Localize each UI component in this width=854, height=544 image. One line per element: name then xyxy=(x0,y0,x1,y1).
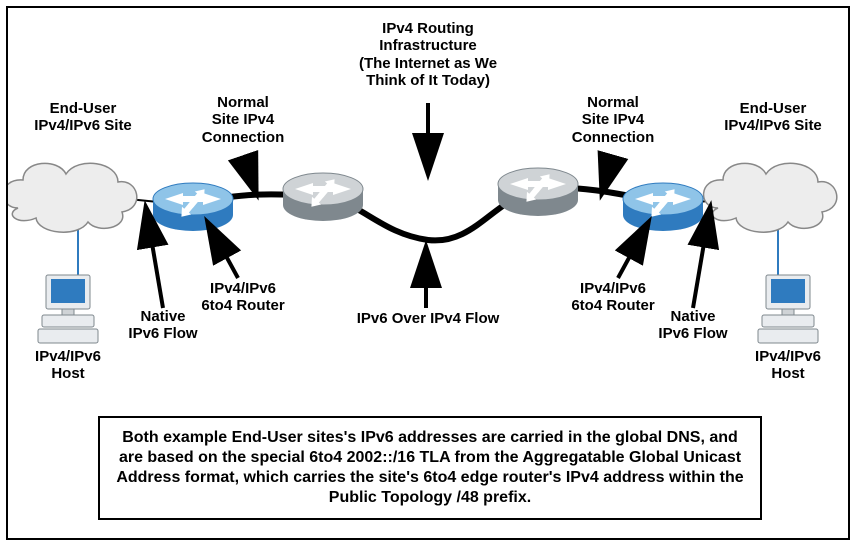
router-gray-right xyxy=(498,168,578,216)
cloud-left xyxy=(8,163,137,232)
router-blue-left xyxy=(153,183,233,231)
arrow-normal-right xyxy=(602,158,612,193)
label-router-left: IPv4/IPv6 6to4 Router xyxy=(188,280,298,315)
cloud-right xyxy=(704,163,837,232)
label-host-left: IPv4/IPv6 Host xyxy=(23,348,113,383)
diagram-frame: IPv4 Routing Infrastructure (The Interne… xyxy=(6,6,850,540)
arrow-router-left xyxy=(208,223,238,278)
label-end-user-left: End-User IPv4/IPv6 Site xyxy=(18,100,148,135)
arrow-normal-left xyxy=(244,158,256,193)
title-top: IPv4 Routing Infrastructure (The Interne… xyxy=(338,20,518,89)
router-blue-right xyxy=(623,183,703,231)
pc-left xyxy=(38,275,98,343)
pc-right xyxy=(758,275,818,343)
label-normal-right: Normal Site IPv4 Connection xyxy=(558,94,668,146)
label-end-user-right: End-User IPv4/IPv6 Site xyxy=(708,100,838,135)
caption-box: Both example End-User sites's IPv6 addre… xyxy=(98,416,762,520)
label-flow-center: IPv6 Over IPv4 Flow xyxy=(338,310,518,327)
label-router-right: IPv4/IPv6 6to4 Router xyxy=(558,280,668,315)
label-host-right: IPv4/IPv6 Host xyxy=(743,348,833,383)
router-gray-left xyxy=(283,173,363,221)
arrow-router-right xyxy=(618,223,648,278)
label-normal-left: Normal Site IPv4 Connection xyxy=(188,94,298,146)
backbone-flow xyxy=(188,188,668,241)
